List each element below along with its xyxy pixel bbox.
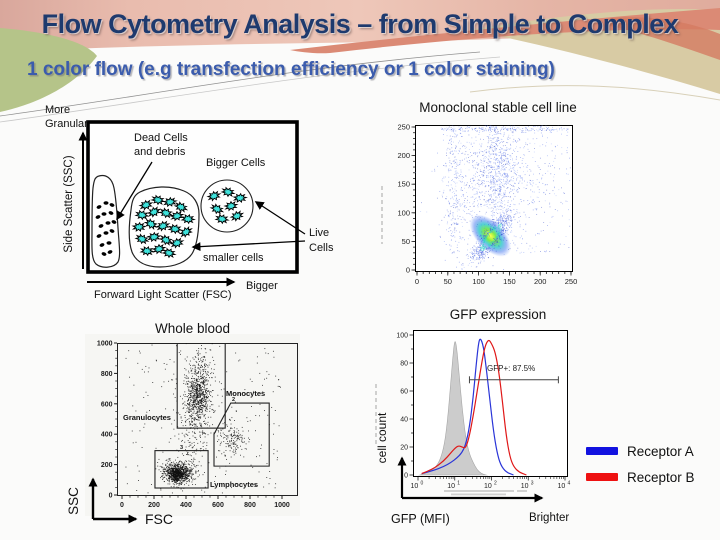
cell-glyph [209, 203, 225, 215]
cell-glyph [232, 192, 248, 203]
legend-label-receptor-b: Receptor B [627, 469, 695, 485]
red-swirl [610, 17, 720, 60]
cell-glyph [178, 225, 193, 238]
curve-line [0, 51, 481, 117]
header-decoration [0, 0, 720, 130]
green-swirl [0, 28, 97, 112]
forward-scatter-axis-label: Forward Light Scatter (FSC) [94, 289, 232, 301]
cell-glyph [134, 233, 150, 245]
live-cells-label2: Cells [309, 242, 334, 254]
dead-cells-label2: and debris [134, 146, 186, 158]
dead-cell-dot [103, 201, 109, 205]
curve-line [469, 85, 720, 101]
dead-cell-dot [109, 203, 115, 207]
curve-line [0, 56, 501, 123]
ssc-label: SSC [66, 487, 81, 515]
live-cells-arrow-small [191, 240, 306, 252]
cell-glyph [151, 243, 167, 255]
side-scatter-axis-label: Side Scatter (SSC) [63, 155, 75, 252]
fsc-ssc-diagram: More Granular Side Scatter (SSC) Forward… [45, 104, 334, 301]
bigger-label: Bigger [246, 280, 278, 292]
cell-glyph [158, 207, 174, 219]
cell-glyph [134, 209, 150, 221]
header-wave [0, 30, 720, 130]
dead-cell-dot [101, 212, 107, 216]
cell-glyph [206, 190, 222, 202]
whole-blood-plot-title: Whole blood [154, 321, 231, 336]
dead-cells-arrow [116, 161, 153, 221]
dead-cell-dots [95, 201, 117, 256]
slide-title: Flow Cytometry Analysis – from Simple to… [41, 9, 679, 39]
cell-glyph [167, 223, 183, 235]
cell-glyph [220, 186, 236, 198]
live-cells-label: Live [309, 227, 329, 239]
gfp-histogram-plot [391, 322, 581, 497]
dead-cell-dot [96, 234, 102, 238]
smaller-cells-label: smaller cells [203, 252, 264, 264]
gfp-legend: Receptor A Receptor B [586, 438, 695, 490]
brighter-label: Brighter [529, 512, 569, 524]
cell-glyph [131, 221, 147, 232]
gfp-plot-title: GFP expression [449, 307, 547, 322]
dead-cell-dot [95, 215, 101, 219]
dead-cell-dot [105, 221, 111, 225]
slide-subtitle: 1 color flow (e.g transfection efficienc… [27, 59, 555, 80]
cell-glyph [162, 196, 178, 208]
dead-cells-label: Dead Cells [134, 132, 188, 144]
dead-cell-dot [106, 241, 112, 245]
dead-cell-dot [96, 205, 102, 209]
smaller-cells-gate [128, 186, 200, 268]
live-cells-arrow-big [254, 201, 306, 235]
cell-glyph [138, 199, 154, 211]
cell-count-label: cell count [375, 412, 389, 463]
small-live-cells [131, 194, 196, 259]
dead-cell-dot [99, 243, 105, 247]
cell-glyph [169, 237, 185, 249]
cell-glyph [180, 214, 196, 225]
dead-cell-dot [107, 250, 113, 254]
cell-glyph [161, 247, 177, 259]
cell-glyph [150, 194, 166, 206]
cell-glyph [155, 220, 171, 232]
dead-cell-dot [109, 229, 115, 233]
receptor-a-swatch [586, 447, 618, 455]
cell-glyph [169, 210, 185, 222]
dead-cell-dot [108, 211, 114, 215]
dead-cell-dot [101, 252, 107, 256]
legend-item-receptor-a: Receptor A [586, 438, 695, 464]
monoclonal-density-plot [388, 118, 584, 290]
cell-glyph [146, 206, 162, 218]
cell-glyph [214, 213, 230, 225]
whole-blood-scatter-plot [85, 334, 300, 516]
cell-glyph [223, 200, 239, 212]
cell-glyph [229, 210, 245, 222]
cell-glyph [139, 246, 155, 257]
big-live-cells [206, 186, 248, 225]
receptor-b-swatch [586, 473, 618, 481]
legend-item-receptor-b: Receptor B [586, 464, 695, 490]
dead-cells-gate [91, 174, 121, 268]
cell-glyph [146, 231, 162, 243]
dead-cell-dot [103, 231, 109, 235]
monoclonal-plot-title: Monoclonal stable cell line [419, 100, 577, 115]
dead-cell-dot [111, 220, 117, 224]
cell-glyph [173, 201, 189, 213]
cell-glyph [143, 218, 158, 231]
diagram-box [86, 120, 299, 274]
bigger-cells-label: Bigger Cells [206, 157, 266, 169]
cell-glyph [158, 234, 174, 246]
gfp-mfi-label: GFP (MFI) [391, 512, 450, 526]
legend-label-receptor-a: Receptor A [627, 443, 694, 459]
dead-cell-dot [98, 224, 104, 228]
bigger-cells-gate [200, 179, 254, 233]
